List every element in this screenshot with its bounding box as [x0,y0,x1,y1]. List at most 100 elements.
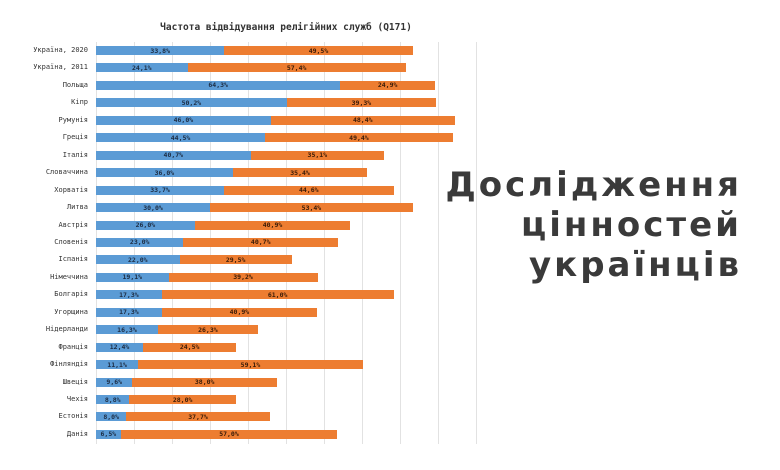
bar-row: Іспанія 22,0% 29,5% [58,255,476,265]
bar-segment-orange: 61,0% [161,290,394,300]
bar-segment-orange: 40,7% [183,237,339,247]
category-label: Литва [66,203,88,212]
bar-row: Румунія 46,0% 48,4% [58,115,476,125]
category-label: Україна, 2020 [33,46,88,54]
category-label: Кіпр [71,98,88,107]
category-label: Румунія [58,115,88,124]
bar-row: Данія 6,5% 57,0% [67,429,476,439]
bar-row: Швеція 9,6% 38,0% [63,377,476,387]
bar-segment-blue: 23,0% [96,237,184,247]
bar-segment-orange: 24,9% [340,80,435,90]
category-label: Польща [62,80,88,89]
bar-row: Україна, 2020 33,8% 49,5% [33,46,476,55]
bar-segment-blue: 17,3% [96,307,162,317]
category-label: Словенія [54,237,88,246]
bar-segment-orange: 49,5% [224,46,413,55]
bar-segment-orange: 38,0% [132,377,277,387]
bar-row: Естонія 8,0% 37,7% [58,412,476,422]
gridline [400,42,401,444]
bar-row: Словаччина 36,0% 35,4% [46,168,476,178]
bar-segment-blue: 24,1% [96,63,188,73]
category-label: Греція [62,133,88,142]
gridline [362,42,363,444]
category-label: Хорватія [54,185,88,194]
category-label: Україна, 2011 [33,63,88,72]
bar-segment-blue: 19,1% [96,272,169,282]
bar-segment-blue: 22,0% [96,255,180,265]
category-label: Іспанія [58,255,88,264]
bar-row: Польща 64,3% 24,9% [63,80,476,90]
category-label: Австрія [58,220,88,229]
bar-segment-blue: 11,1% [96,360,139,370]
gridline [476,42,477,444]
bar-row: Чехія 8,8% 28,0% [67,395,476,404]
bar-segment-blue: 6,5% [96,429,121,439]
headline-line-2: цінностей [521,205,742,245]
category-label: Фінляндія [50,360,88,369]
bar-segment-blue: 64,3% [96,80,341,90]
bar-segment-blue: 8,0% [96,412,127,422]
bar-segment-blue: 8,8% [96,395,130,404]
bar-segment-blue: 50,2% [96,98,287,108]
bar-segment-blue: 33,8% [96,46,225,55]
category-label: Італія [62,150,88,159]
gridline [438,42,439,444]
category-label: Чехія [66,395,88,403]
bar-segment-blue: 26,0% [96,220,195,230]
bar-segment-orange: 40,9% [161,307,318,317]
bar-segment-orange: 49,4% [265,133,453,143]
bar-segment-blue: 40,7% [96,150,251,160]
category-label: Франція [58,342,88,351]
bar-segment-blue: 16,3% [96,325,158,335]
bar-row: Фінляндія 11,1% 59,1% [50,360,476,370]
bar-segment-blue: 17,3% [96,290,162,300]
bar-segment-orange: 57,4% [187,63,406,73]
bar-row: Кіпр 50,2% 39,3% [71,98,476,108]
bar-row: Італія 40,7% 35,1% [63,150,476,160]
headline-line-3: українців [528,245,742,285]
bar-row: Франція 12,4% 24,5% [58,342,476,352]
category-label: Естонія [58,412,88,421]
headline-line-1: Дослідження [445,165,742,205]
bar-segment-blue: 44,5% [96,133,266,143]
bar-row: Нідерланди 16,3% 26,3% [46,325,476,335]
bar-segment-blue: 12,4% [96,342,144,352]
headline: Дослідження цінностей українців [445,165,742,285]
bar-segment-orange: 57,0% [120,429,338,439]
bar-segment-orange: 35,4% [232,168,368,178]
bar-segment-orange: 39,3% [286,98,437,108]
bar-row: Україна, 2011 24,1% 57,4% [33,63,476,73]
bar-segment-blue: 30,0% [96,203,210,213]
bar-segment-orange: 59,1% [138,360,363,370]
bar-row: Словенія 23,0% 40,7% [54,237,476,247]
category-label: Нідерланди [45,325,88,334]
bar-segment-orange: 39,2% [168,272,318,282]
bar-row: Болгарія 17,3% 61,0% [54,290,476,300]
bar-row: Греція 44,5% 49,4% [63,133,476,143]
bar-row: Литва 30,0% 53,4% [67,203,476,213]
category-label: Словаччина [45,168,88,177]
bar-segment-orange: 29,5% [179,255,292,265]
category-label: Угорщина [54,307,88,316]
bar-segment-orange: 26,3% [157,325,258,335]
bar-segment-orange: 24,5% [143,342,237,352]
bar-row: Угорщина 17,3% 40,9% [54,307,476,317]
bar-segment-orange: 53,4% [210,203,413,213]
chart-title: Частота відвідування релігійних служб (Q… [160,22,412,33]
category-label: Болгарія [54,290,88,299]
bar-row: Австрія 26,0% 40,9% [58,220,476,230]
bar-segment-orange: 48,4% [270,115,455,125]
bar-segment-orange: 35,1% [250,150,385,160]
bar-chart-plot: Україна, 2020 33,8% 49,5% Україна, 2011 24,1… [33,42,477,444]
bar-row: Хорватія 33,7% 44,6% [54,185,476,195]
bar-segment-blue: 9,6% [96,377,133,387]
bar-segment-orange: 28,0% [129,395,236,404]
bar-segment-blue: 33,7% [96,185,225,195]
bar-row: Німеччина 19,1% 39,2% [50,272,476,282]
category-label: Данія [66,429,88,438]
bar-segment-orange: 40,9% [194,220,351,230]
bar-segment-blue: 46,0% [96,115,271,125]
category-label: Швеція [62,377,88,386]
bar-segment-orange: 44,6% [224,185,394,195]
bar-segment-blue: 36,0% [96,168,233,178]
